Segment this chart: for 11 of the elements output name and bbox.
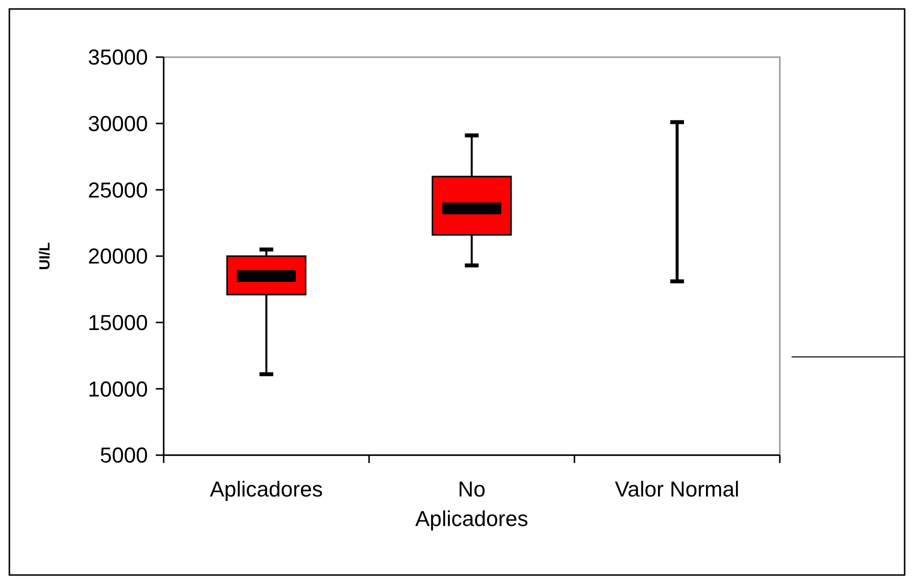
y-tick-label: 20000 [88,244,148,269]
y-tick-label: 30000 [88,111,148,136]
y-tick-label: 10000 [88,376,148,402]
y-tick-label: 25000 [88,177,148,202]
x-tick-label: Aplicadores [210,476,323,502]
y-tick-label: 15000 [88,310,148,336]
y-tick-label: 5000 [100,442,148,468]
x-tick-label: No Aplicadores [415,476,528,531]
y-axis-title: UI/L [38,242,54,270]
y-tick-label: 35000 [88,44,148,70]
x-tick-label: Valor Normal [614,476,740,502]
